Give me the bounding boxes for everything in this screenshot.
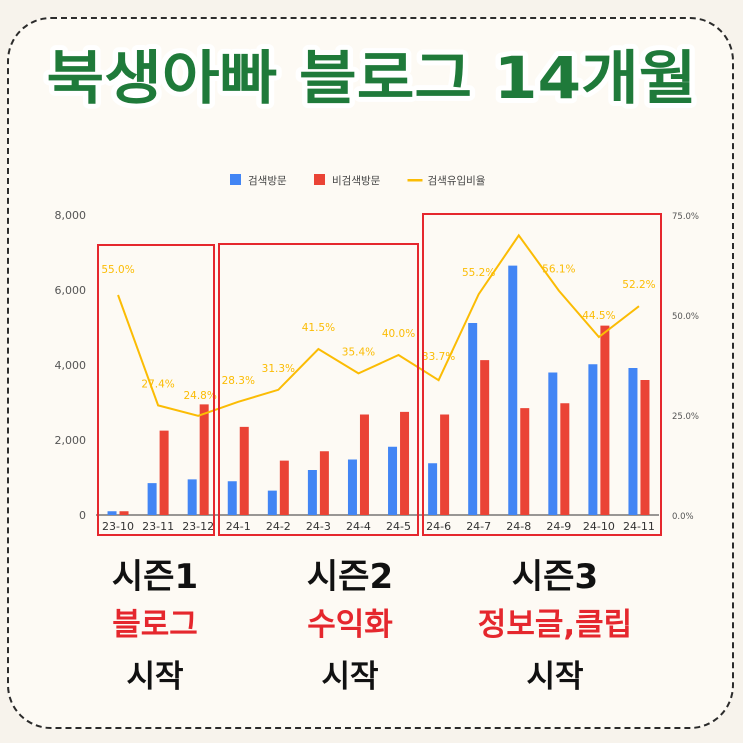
x-tick-label: 24-1 <box>226 520 251 533</box>
bar-search <box>388 446 398 515</box>
bar-search <box>147 483 157 515</box>
ratio-data-label: 55.2% <box>462 267 495 279</box>
ratio-data-label: 24.8% <box>183 390 216 402</box>
bar-search <box>588 364 598 515</box>
combo-chart: 검색방문 비검색방문 검색유입비율 0 2,000 4,000 6,000 8,000 0.0%… <box>55 174 699 536</box>
x-tick-label: 24-3 <box>306 520 331 533</box>
season-2-caption: 시즌2 수익화 시작 <box>255 560 445 693</box>
x-tick-label: 23-11 <box>142 520 174 533</box>
legend-swatch-2 <box>314 174 325 185</box>
bar-search <box>227 481 237 515</box>
y-right-tick-label: 0.0% <box>672 512 694 522</box>
y-right-tick-label: 25.0% <box>672 412 699 422</box>
x-tick-label: 24-9 <box>546 520 571 533</box>
ratio-data-label: 28.3% <box>222 375 255 387</box>
x-tick-label: 24-10 <box>583 520 615 533</box>
season-1-caption: 시즌1 블로그 시작 <box>60 560 250 693</box>
legend-swatch-3 <box>407 179 423 182</box>
bar-search <box>107 511 117 515</box>
bar-nonsearch <box>600 325 610 515</box>
legend-label-1: 검색방문 <box>248 175 287 187</box>
title-text: 북생아빠 블로그 14개월 <box>47 44 697 112</box>
ratio-line <box>117 233 640 417</box>
y-right-tick-label: 50.0% <box>672 312 699 322</box>
y-left-tick-label: 2,000 <box>55 434 87 447</box>
x-tick-label: 23-10 <box>102 520 134 533</box>
ratio-data-label: 27.4% <box>141 378 174 390</box>
bar-search <box>267 490 277 515</box>
ratio-data-label: 40.0% <box>382 328 415 340</box>
bar-search <box>508 265 518 515</box>
legend-label-2: 비검색방문 <box>332 175 381 187</box>
title-svg: 북생아빠 블로그 14개월 <box>42 39 702 117</box>
bar-search <box>428 463 438 515</box>
x-tick-label: 24-11 <box>623 520 655 533</box>
season-2-highlight-box <box>218 243 419 536</box>
season-1-highlight-box <box>97 244 215 536</box>
season-3-caption: 시즌3 정보글,클립 시작 <box>440 560 670 693</box>
bar-search <box>187 479 197 515</box>
y-left-tick-label: 8,000 <box>55 209 87 222</box>
ratio-data-label: 55.0% <box>101 264 134 276</box>
card-frame <box>7 17 734 729</box>
bar-search <box>307 470 317 515</box>
season-3-title: 시즌3 <box>511 557 599 597</box>
legend-label-3: 검색유입비율 <box>428 174 486 187</box>
bar-search <box>628 368 638 515</box>
bar-nonsearch <box>400 411 410 515</box>
ratio-data-label: 44.5% <box>582 310 615 322</box>
bar-nonsearch <box>119 511 129 515</box>
x-tick-label: 23-12 <box>182 520 214 533</box>
y-left-tick-label: 6,000 <box>55 284 87 297</box>
season-3-topic: 정보글,클립 <box>477 607 633 643</box>
bar-search <box>347 459 357 515</box>
season-1-topic: 블로그 <box>112 607 198 643</box>
bar-nonsearch <box>279 460 289 515</box>
x-tick-label: 24-2 <box>266 520 291 533</box>
bar-nonsearch <box>199 404 209 515</box>
bar-nonsearch <box>440 414 450 515</box>
page-title: 북생아빠 블로그 14개월 <box>0 38 743 118</box>
legend-swatch-1 <box>230 174 241 185</box>
ratio-data-label: 35.4% <box>342 346 375 358</box>
season-3-start: 시작 <box>526 659 584 695</box>
ratio-data-label: 52.2% <box>622 279 655 291</box>
ratio-data-label: 33.7% <box>422 351 455 363</box>
bar-nonsearch <box>560 403 570 515</box>
x-tick-label: 24-4 <box>346 520 371 533</box>
y-right-tick-label: 75.0% <box>672 212 699 222</box>
bar-nonsearch <box>159 430 169 515</box>
bar-nonsearch <box>480 360 490 515</box>
ratio-data-label: 41.5% <box>302 322 335 334</box>
bar-search <box>468 323 478 515</box>
season-2-start: 시작 <box>321 659 379 695</box>
bar-nonsearch <box>640 380 650 515</box>
y-left-tick-label: 0 <box>79 509 86 522</box>
bar-nonsearch <box>239 426 249 515</box>
x-tick-label: 24-6 <box>426 520 451 533</box>
bar-nonsearch <box>319 451 329 515</box>
ratio-data-label: 56.1% <box>542 264 575 276</box>
bar-nonsearch <box>520 408 530 515</box>
season-2-title: 시즌2 <box>306 557 394 597</box>
x-tick-label: 24-8 <box>506 520 531 533</box>
season-1-title: 시즌1 <box>111 557 199 597</box>
ratio-data-label: 31.3% <box>262 363 295 375</box>
season-3-highlight-box <box>422 213 662 536</box>
x-tick-label: 24-5 <box>386 520 411 533</box>
y-left-tick-label: 4,000 <box>55 359 87 372</box>
season-2-topic: 수익화 <box>307 607 393 643</box>
season-1-start: 시작 <box>126 659 184 695</box>
bar-nonsearch <box>359 414 369 515</box>
bar-search <box>548 372 558 515</box>
x-tick-label: 24-7 <box>466 520 491 533</box>
